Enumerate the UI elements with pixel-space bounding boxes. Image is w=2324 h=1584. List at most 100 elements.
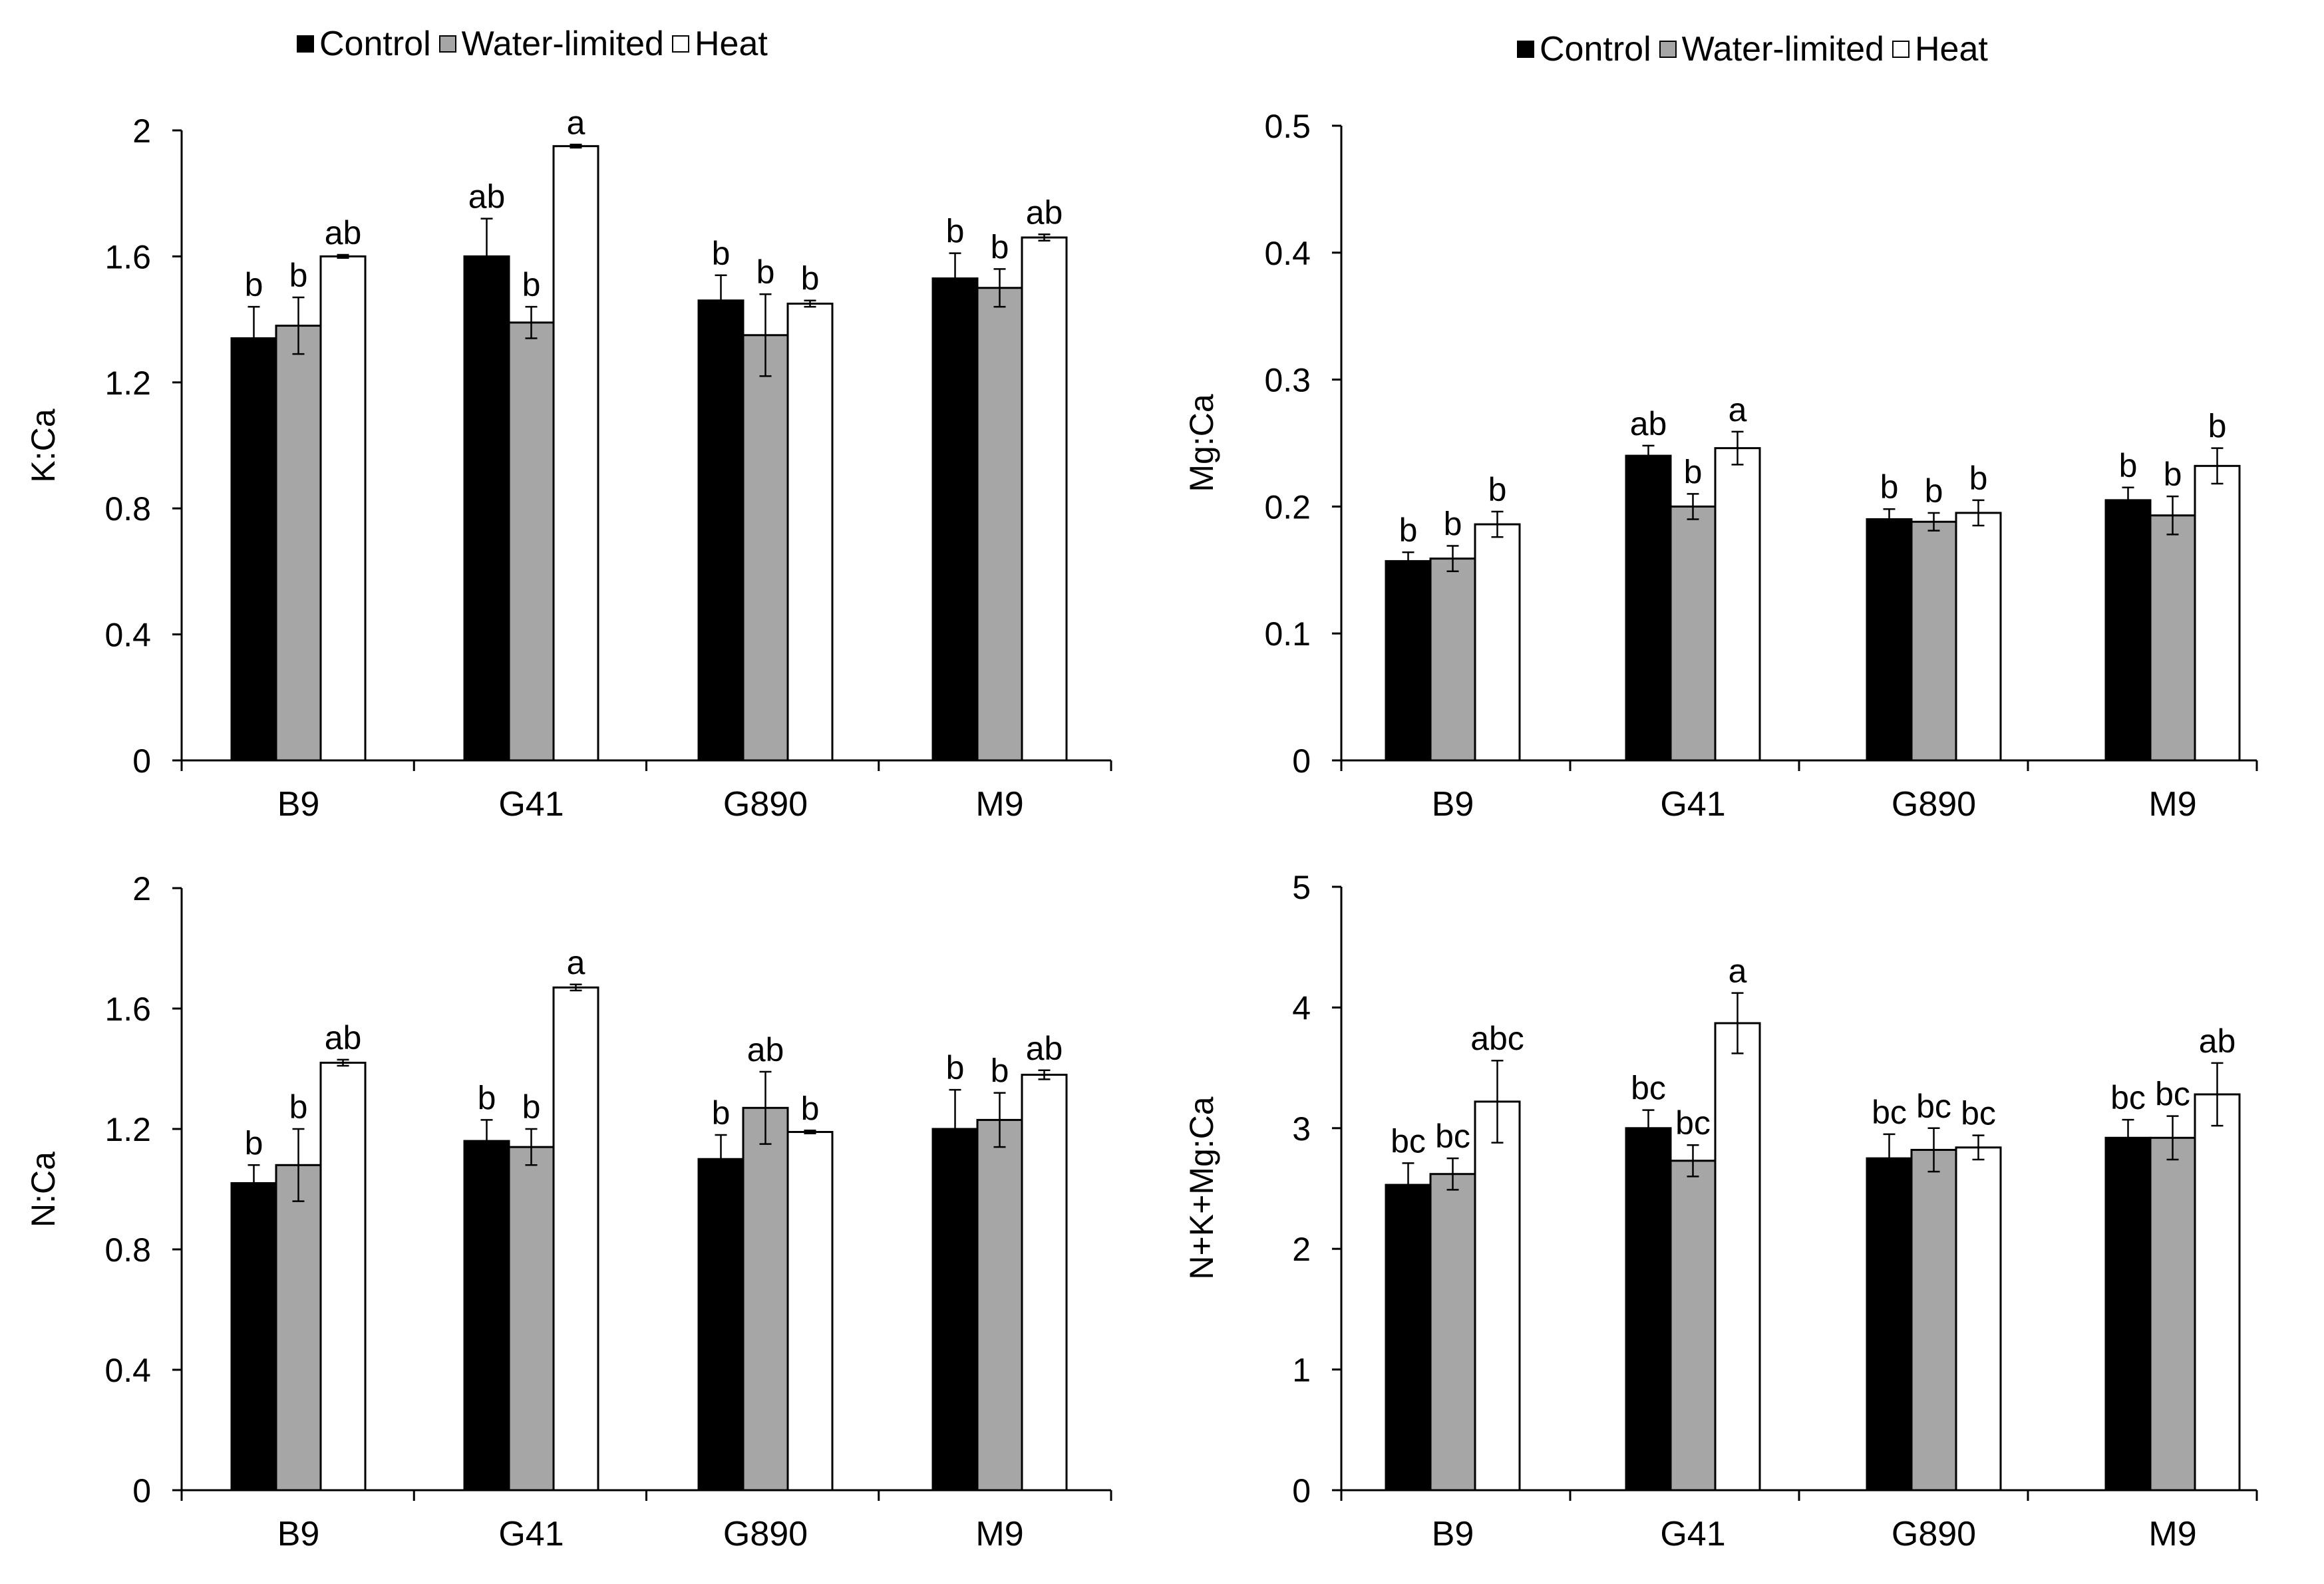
significance-letter: bc xyxy=(1675,1104,1711,1142)
bar xyxy=(697,299,745,762)
bar xyxy=(1385,559,1432,762)
significance-letter: a xyxy=(1729,391,1747,428)
bar xyxy=(552,986,599,1492)
y-tick-label: 0.4 xyxy=(104,617,151,654)
significance-letter: b xyxy=(2208,408,2227,445)
significance-letter: b xyxy=(712,235,731,272)
significance-letter: b xyxy=(2164,456,2182,493)
legend-item-water-limited: Water-limited xyxy=(1659,29,1884,69)
bar xyxy=(786,302,834,762)
legend-label-water-limited: Water-limited xyxy=(461,25,664,63)
x-tick-label: G41 xyxy=(498,785,564,824)
bar xyxy=(1955,1146,2002,1492)
y-tick-label: 0.4 xyxy=(1264,235,1311,272)
significance-letter: ab xyxy=(1026,194,1063,231)
x-tick-label: G41 xyxy=(498,1515,564,1553)
x-tick-label: M9 xyxy=(975,785,1023,824)
y-tick-label: 4 xyxy=(1292,989,1311,1027)
bar xyxy=(1714,1022,1761,1492)
y-axis-label: N:Ca xyxy=(25,1152,62,1227)
legend-swatch-heat xyxy=(1892,41,1909,58)
bar xyxy=(1910,520,1957,762)
bar xyxy=(1385,1184,1432,1492)
legend-label-control: Control xyxy=(1540,30,1651,69)
significance-letter: bc xyxy=(2110,1079,2146,1116)
legend-top-left: Control Water-limited Heat xyxy=(297,24,776,64)
x-tick-label: G41 xyxy=(1660,785,1725,824)
y-axis-label: Mg:Ca xyxy=(1183,394,1220,492)
significance-letter: b xyxy=(991,228,1009,265)
significance-letter: b xyxy=(478,1079,496,1116)
x-tick-label: G41 xyxy=(1660,1515,1725,1553)
bar xyxy=(931,1128,979,1492)
bar xyxy=(1669,505,1717,762)
y-tick-label: 0 xyxy=(132,1472,151,1509)
bar xyxy=(786,1131,834,1492)
significance-letter: bc xyxy=(1872,1094,1907,1131)
significance-letter: abc xyxy=(1470,1020,1524,1057)
significance-letter: b xyxy=(1880,468,1899,506)
y-tick-label: 0.5 xyxy=(1264,108,1311,145)
significance-letter: bc xyxy=(1961,1095,1996,1132)
legend-label-heat: Heat xyxy=(694,25,768,63)
x-tick-label: G890 xyxy=(1892,785,1976,824)
y-tick-label: 0 xyxy=(1292,1472,1311,1509)
bar xyxy=(463,255,510,762)
y-tick-label: 1 xyxy=(1292,1352,1311,1389)
significance-letter: ab xyxy=(747,1031,784,1068)
legend-swatch-control xyxy=(297,35,314,53)
significance-letter: b xyxy=(1488,471,1507,508)
significance-letter: ab xyxy=(325,214,362,251)
significance-letter: bc xyxy=(1916,1088,1951,1125)
y-axis-label: K:Ca xyxy=(25,408,62,482)
significance-letter: bc xyxy=(1631,1070,1666,1107)
bar xyxy=(230,1182,277,1492)
bar xyxy=(1429,1173,1476,1492)
significance-letter: b xyxy=(245,266,263,303)
bar xyxy=(1474,523,1521,762)
significance-letter: b xyxy=(991,1052,1009,1090)
bar xyxy=(742,334,789,762)
bar xyxy=(931,277,979,762)
x-tick-label: M9 xyxy=(2148,1515,2196,1553)
bar xyxy=(1474,1100,1521,1492)
y-tick-label: 0 xyxy=(132,742,151,780)
significance-letter: b xyxy=(1399,512,1418,549)
legend-label-control: Control xyxy=(319,25,431,63)
bar xyxy=(552,145,599,762)
legend-swatch-control xyxy=(1517,41,1534,58)
legend-label-heat: Heat xyxy=(1914,30,1988,69)
significance-letter: ab xyxy=(1630,405,1667,442)
bar xyxy=(463,1140,510,1492)
significance-letter: b xyxy=(801,1090,820,1127)
bar xyxy=(508,1146,555,1492)
x-tick-label: M9 xyxy=(2148,785,2196,824)
significance-letter: ab xyxy=(2199,1023,2236,1060)
bar xyxy=(1714,447,1761,762)
significance-letter: a xyxy=(1729,953,1747,990)
y-tick-label: 1.6 xyxy=(104,238,151,275)
legend-label-water-limited: Water-limited xyxy=(1681,30,1884,69)
y-tick-label: 0.8 xyxy=(104,1231,151,1269)
significance-letter: a xyxy=(567,104,585,141)
y-tick-label: 3 xyxy=(1292,1110,1311,1148)
bar xyxy=(976,1118,1023,1492)
bar xyxy=(697,1158,745,1492)
significance-letter: b xyxy=(1444,506,1462,543)
x-tick-label: G890 xyxy=(723,785,808,824)
significance-letter: b xyxy=(522,1088,541,1126)
significance-letter: b xyxy=(522,266,541,303)
legend-swatch-water-limited xyxy=(438,35,456,53)
bar xyxy=(275,325,322,762)
bar xyxy=(1955,512,2002,762)
significance-letter: b xyxy=(1925,472,1943,510)
bar xyxy=(1866,518,1913,762)
significance-letter: ab xyxy=(1026,1030,1063,1067)
significance-letter: b xyxy=(712,1094,731,1132)
x-tick-label: B9 xyxy=(277,785,320,824)
y-axis-label: N+K+Mg:Ca xyxy=(1183,1096,1220,1279)
x-tick-label: B9 xyxy=(1432,1515,1474,1553)
